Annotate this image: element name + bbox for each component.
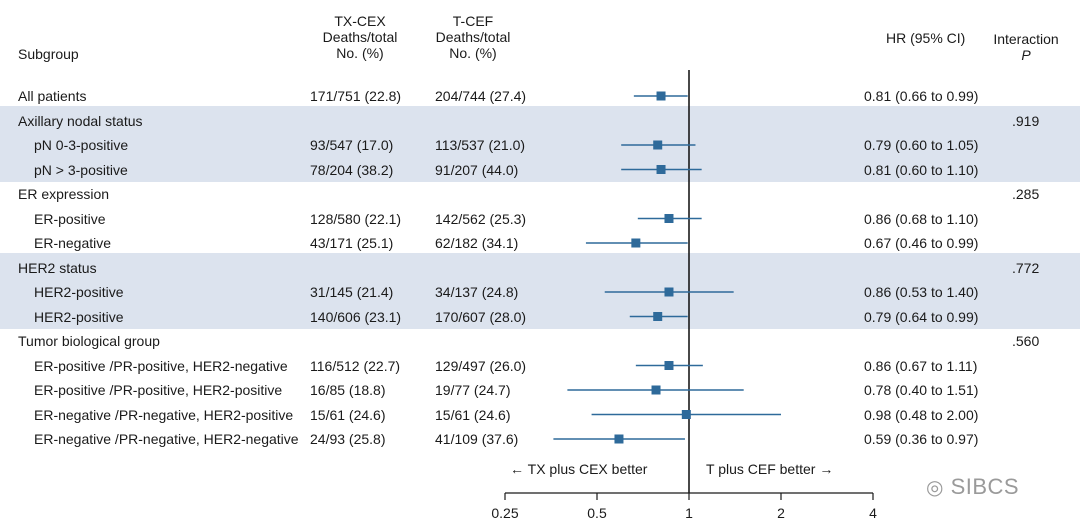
hr-value: 0.79 (0.60 to 1.05) [864,137,979,153]
interaction-p-value: .919 [1012,112,1040,129]
x-tick-label: 2 [777,505,785,521]
subgroup-label: pN 0-3-positive [34,137,129,153]
hr-marker [653,140,663,150]
hr-marker [614,434,624,444]
hr-marker [656,165,666,174]
tcef-value: 170/607 (28.0) [435,308,527,325]
tcef-value: 41/109 (37.6) [435,431,519,447]
band-nodal [0,106,1080,182]
interaction-p-value: .285 [1012,186,1040,202]
interaction-p-value: .560 [1012,333,1040,349]
subgroup-label: ER-positive /PR-positive, HER2-negative [34,357,288,374]
x-tick-label: 1 [685,505,693,521]
hr-marker [653,312,663,321]
tx-cex-header: TX-CEX Deaths/total No. (%) [322,13,398,61]
tx-cex-value: 15/61 (24.6) [310,406,386,423]
hr-value: 0.78 (0.40 to 1.51) [864,382,979,398]
tcef-value: 19/77 (24.7) [435,382,511,398]
hr-value: 0.98 (0.48 to 2.00) [864,406,979,423]
hr-marker [664,361,674,370]
hr-marker [651,385,661,395]
hr-marker [664,287,674,297]
subgroup-label: ER-negative [34,235,112,251]
subgroup-label: ER-positive [34,210,106,227]
subgroup-header: Subgroup [18,46,79,62]
subgroup-label: HER2-positive [34,284,124,300]
hr-marker [664,214,674,223]
tcef-value: 113/537 (21.0) [435,137,526,153]
x-tick-label: 4 [869,505,877,521]
subgroup-label: ER-negative /PR-negative, HER2-negative [34,431,299,447]
tx-cex-value: 78/204 (38.2) [310,161,394,178]
hr-value: 0.86 (0.53 to 1.40) [864,284,979,300]
band-her2 [0,253,1080,329]
hr-value: 0.86 (0.68 to 1.10) [864,210,979,227]
subgroup-label: ER-positive /PR-positive, HER2-positive [34,382,283,398]
watermark-logo: ◎ SIBCS [926,474,1020,499]
x-tick-label: 0.5 [587,505,607,521]
hr-marker [656,91,666,101]
hr-value: 0.67 (0.46 to 0.99) [864,235,979,251]
left-better-label: ← TX plus CEX better [510,461,648,477]
tcef-value: 91/207 (44.0) [435,161,519,178]
group-header: HER2 status [18,259,97,276]
tx-cex-value: 16/85 (18.8) [310,382,386,398]
hr-value: 0.81 (0.66 to 0.99) [864,88,979,104]
group-header: Tumor biological group [18,333,160,349]
tx-cex-value: 116/512 (22.7) [310,357,401,374]
hr-value: 0.79 (0.64 to 0.99) [864,308,979,325]
tx-cex-value: 140/606 (23.1) [310,308,402,325]
tx-cex-value: 93/547 (17.0) [310,137,394,153]
tcef-value: 62/182 (34.1) [435,235,519,251]
tx-cex-value: 31/145 (21.4) [310,284,394,300]
x-tick-label: 0.25 [491,505,518,521]
tx-cex-value: 128/580 (22.1) [310,210,402,227]
group-header: ER expression [18,186,110,202]
subgroup-label: pN > 3-positive [34,161,128,178]
subgroup-label: HER2-positive [34,308,124,325]
tx-cex-value: 24/93 (25.8) [310,431,386,447]
tx-cex-value: 171/751 (22.8) [310,88,402,104]
tcef-value: 15/61 (24.6) [435,406,511,423]
t-cef-header: T-CEF Deaths/total No. (%) [435,13,511,61]
chat-bubble-icon: ◎ [926,477,944,499]
hr-header: HR (95% CI) [886,30,966,46]
interaction-header: Interaction P [993,31,1059,63]
hr-value: 0.81 (0.60 to 1.10) [864,161,979,178]
tx-cex-value: 43/171 (25.1) [310,235,394,251]
right-better-label: T plus CEF better → [706,461,834,477]
interaction-p-value: .772 [1012,259,1040,276]
subgroup-label: All patients [18,88,87,104]
hr-marker [631,238,641,248]
subgroup-label: ER-negative /PR-negative, HER2-positive [34,406,294,423]
hr-value: 0.59 (0.36 to 0.97) [864,431,979,447]
tcef-value: 129/497 (26.0) [435,357,527,374]
hr-value: 0.86 (0.67 to 1.11) [864,357,978,374]
tcef-value: 142/562 (25.3) [435,210,527,227]
hr-marker [681,410,691,419]
group-header: Axillary nodal status [18,112,143,129]
tcef-value: 204/744 (27.4) [435,88,527,104]
tcef-value: 34/137 (24.8) [435,284,519,300]
